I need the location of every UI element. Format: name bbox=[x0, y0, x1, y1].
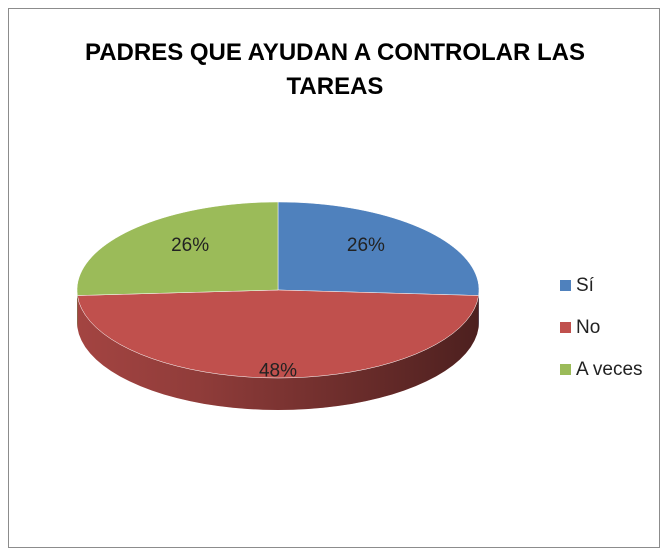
page: {"chart_data": {"type": "pie3d", "title"… bbox=[0, 0, 670, 537]
legend-swatch bbox=[560, 322, 571, 333]
chart-title: PADRES QUE AYUDAN A CONTROLAR LAS TAREAS bbox=[60, 36, 610, 104]
legend-swatch bbox=[560, 364, 571, 375]
data-label: 48% bbox=[259, 361, 297, 382]
data-label: 26% bbox=[347, 235, 385, 256]
legend-label: A veces bbox=[576, 359, 643, 380]
legend-label: No bbox=[576, 317, 600, 338]
data-label: 26% bbox=[171, 235, 209, 256]
legend-swatch bbox=[560, 280, 571, 291]
legend-label: Sí bbox=[576, 275, 595, 296]
